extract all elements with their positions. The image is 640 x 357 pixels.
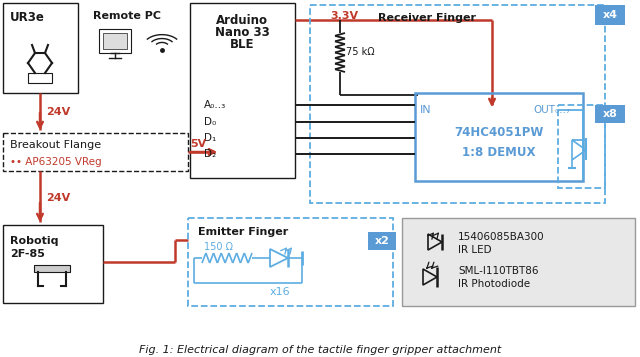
Bar: [368, 232, 396, 250]
Text: x2: x2: [374, 236, 389, 246]
Text: Nano 33: Nano 33: [214, 26, 269, 39]
Text: D₂: D₂: [204, 149, 216, 159]
Bar: [34, 265, 70, 272]
Bar: [415, 93, 583, 181]
Text: IN: IN: [420, 105, 431, 115]
Bar: [310, 5, 605, 203]
Text: 2F-85: 2F-85: [10, 249, 45, 259]
Bar: [190, 3, 295, 178]
Bar: [595, 105, 625, 123]
Bar: [595, 5, 625, 25]
Text: Receiver Finger: Receiver Finger: [378, 13, 476, 23]
Text: x4: x4: [602, 10, 618, 20]
Text: SML-I110TBT86: SML-I110TBT86: [458, 266, 538, 276]
Text: Remote PC: Remote PC: [93, 11, 161, 21]
Text: Emitter Finger: Emitter Finger: [198, 227, 288, 237]
Bar: [188, 218, 393, 306]
Text: 75 kΩ: 75 kΩ: [346, 47, 374, 57]
Text: 5V: 5V: [190, 139, 206, 149]
Text: Arduino: Arduino: [216, 14, 268, 27]
Bar: [103, 33, 127, 49]
Bar: [3, 225, 103, 303]
Text: 3.3V: 3.3V: [330, 11, 358, 21]
Text: 150 Ω: 150 Ω: [204, 242, 232, 252]
Text: 15406085BA300: 15406085BA300: [458, 232, 545, 242]
Bar: [3, 3, 78, 93]
Text: A₀..₃: A₀..₃: [204, 100, 227, 110]
Text: 24V: 24V: [46, 107, 70, 117]
Bar: [3, 133, 188, 171]
Text: 1:8 DEMUX: 1:8 DEMUX: [462, 146, 536, 159]
Text: D₀: D₀: [204, 117, 216, 127]
Bar: [28, 73, 52, 83]
Text: IR Photodiode: IR Photodiode: [458, 279, 530, 289]
Text: 74HC4051PW: 74HC4051PW: [454, 126, 544, 139]
Text: x16: x16: [269, 287, 291, 297]
Bar: [402, 218, 635, 306]
Text: Fig. 1: Electrical diagram of the tactile finger gripper attachment: Fig. 1: Electrical diagram of the tactil…: [139, 345, 501, 355]
Bar: [558, 105, 605, 188]
Text: D₁: D₁: [204, 133, 216, 143]
Text: BLE: BLE: [230, 38, 254, 51]
Text: Breakout Flange: Breakout Flange: [10, 140, 101, 150]
Text: x8: x8: [603, 109, 618, 119]
Text: OUT₀..₇: OUT₀..₇: [533, 105, 570, 115]
Text: IR LED: IR LED: [458, 245, 492, 255]
Text: 24V: 24V: [46, 193, 70, 203]
Text: UR3e: UR3e: [10, 11, 45, 24]
Text: •• AP63205 VReg: •• AP63205 VReg: [10, 157, 102, 167]
Bar: [99, 29, 131, 53]
Text: Robotiq: Robotiq: [10, 236, 58, 246]
